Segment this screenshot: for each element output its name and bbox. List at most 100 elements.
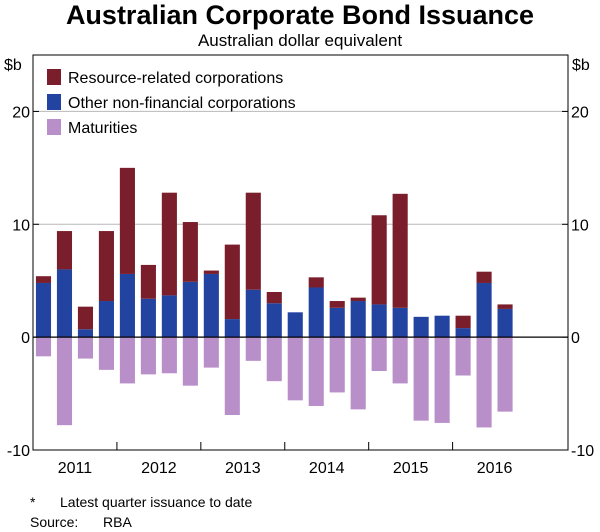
- axis-ticks: -10 -10 0 0 10 10 20 20 2011 2012 2013 2014 2015 2016: [7, 104, 594, 477]
- bar-other-nonfinancial: [119, 273, 135, 338]
- bar-maturities: [224, 337, 240, 416]
- bar-other-nonfinancial: [287, 312, 303, 338]
- bar-maturities: [434, 337, 450, 423]
- bar-resource-related: [98, 231, 114, 302]
- bar-other-nonfinancial: [245, 289, 261, 338]
- bar-other-nonfinancial: [203, 273, 219, 338]
- bar-maturities: [77, 337, 94, 359]
- x-tick-label: 2011: [58, 460, 93, 477]
- y-tick-label-left: -10: [7, 443, 30, 460]
- bar-other-nonfinancial: [434, 315, 450, 338]
- y-tick-label-right: 20: [571, 104, 589, 121]
- bar-other-nonfinancial: [455, 328, 471, 338]
- bar-resource-related: [392, 193, 408, 308]
- x-tick-label: 2012: [141, 460, 177, 477]
- chart-subtitle: Australian dollar equivalent: [197, 31, 403, 50]
- bar-other-nonfinancial: [350, 301, 366, 338]
- x-tick-label: 2015: [393, 460, 429, 477]
- bar-resource-related: [308, 277, 324, 288]
- bar-maturities: [35, 337, 52, 357]
- bar-other-nonfinancial: [56, 269, 73, 338]
- bar-maturities: [203, 337, 219, 368]
- bar-maturities: [308, 337, 324, 406]
- x-tick-label: 2016: [477, 460, 513, 477]
- bar-maturities: [497, 337, 513, 412]
- bar-maturities: [56, 337, 73, 426]
- legend-label: Maturities: [68, 120, 137, 137]
- source-text: RBA: [103, 514, 132, 530]
- footnote-star: * Latest quarter issuance to date: [30, 493, 252, 511]
- bar-resource-related: [245, 192, 261, 290]
- bar-resource-related: [203, 270, 219, 274]
- bar-resource-related: [224, 244, 240, 320]
- bar-other-nonfinancial: [224, 319, 240, 338]
- bar-maturities: [98, 337, 114, 370]
- bar-other-nonfinancial: [182, 281, 198, 338]
- y-tick-label-right: -10: [571, 443, 594, 460]
- footnote-source: Source: RBA: [30, 513, 132, 531]
- bar-resource-related: [497, 304, 513, 309]
- bar-maturities: [266, 337, 282, 382]
- y-tick-label-right: 10: [571, 217, 589, 234]
- y-axis-label-left: $b: [4, 57, 22, 74]
- bar-other-nonfinancial: [77, 329, 94, 338]
- plot-frame: [32, 54, 569, 451]
- legend-label: Resource-related corporations: [68, 70, 283, 87]
- bar-other-nonfinancial: [497, 308, 513, 338]
- bar-maturities: [182, 337, 198, 386]
- legend-label: Other non-financial corporations: [68, 95, 296, 112]
- annotations: *: [544, 0, 550, 4]
- bar-resource-related: [35, 276, 52, 283]
- bar-maturities: [287, 337, 303, 401]
- bar-maturities: [413, 337, 429, 421]
- bar-other-nonfinancial: [392, 307, 408, 338]
- legend-swatch: [47, 94, 61, 110]
- bar-resource-related: [182, 222, 198, 282]
- bar-maturities: [350, 337, 366, 410]
- bar-maturities: [329, 337, 345, 393]
- annotation-star: *: [544, 0, 550, 4]
- bar-resource-related: [476, 271, 492, 283]
- y-tick-label-left: 20: [12, 104, 30, 121]
- bar-maturities: [140, 337, 156, 375]
- bar-resource-related: [371, 215, 387, 305]
- bar-maturities: [392, 337, 408, 384]
- bars: [35, 167, 513, 428]
- bar-resource-related: [329, 301, 345, 308]
- bar-other-nonfinancial: [329, 307, 345, 338]
- chart-title: Australian Corporate Bond Issuance: [65, 0, 535, 30]
- footnote-star-text: Latest quarter issuance to date: [60, 494, 253, 510]
- bar-maturities: [119, 337, 135, 384]
- y-axis-label-right: $b: [572, 57, 590, 74]
- bar-resource-related: [140, 264, 156, 299]
- bar-maturities: [371, 337, 387, 371]
- bar-other-nonfinancial: [266, 303, 282, 338]
- y-tick-label-left: 10: [12, 217, 30, 234]
- x-tick-label: 2014: [309, 460, 345, 477]
- bar-resource-related: [161, 192, 177, 296]
- bar-resource-related: [455, 315, 471, 329]
- bar-other-nonfinancial: [413, 316, 429, 338]
- bar-other-nonfinancial: [140, 298, 156, 338]
- bar-other-nonfinancial: [371, 304, 387, 338]
- bar-maturities: [161, 337, 177, 374]
- bar-maturities: [476, 337, 492, 428]
- bar-resource-related: [350, 297, 366, 302]
- x-tick-label: 2013: [225, 460, 261, 477]
- bar-other-nonfinancial: [35, 282, 52, 338]
- legend: Resource-related corporations Other non-f…: [47, 69, 296, 137]
- y-tick-label-right: 0: [571, 330, 580, 347]
- y-tick-label-left: 0: [21, 330, 30, 347]
- legend-swatch: [47, 69, 61, 85]
- bar-resource-related: [266, 292, 282, 304]
- bar-resource-related: [119, 167, 135, 274]
- bar-resource-related: [77, 306, 94, 330]
- bar-other-nonfinancial: [98, 301, 114, 338]
- footnote-star-mark: *: [30, 494, 36, 510]
- bar-other-nonfinancial: [476, 282, 492, 338]
- bar-resource-related: [56, 231, 73, 270]
- bar-other-nonfinancial: [161, 295, 177, 338]
- bar-maturities: [245, 337, 261, 361]
- bar-maturities: [455, 337, 471, 376]
